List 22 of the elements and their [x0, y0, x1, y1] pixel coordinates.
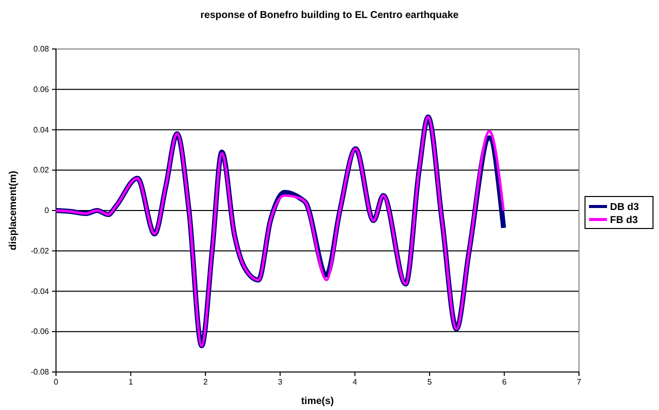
x-tick-label: 7: [576, 378, 582, 387]
x-tick-label: 3: [278, 378, 283, 387]
chart-title: response of Bonefro building to EL Centro earthquake: [200, 10, 460, 21]
x-tick-label: 6: [502, 378, 508, 387]
y-tick-label: -0.02: [30, 246, 50, 256]
y-tick-label: 0.02: [33, 166, 50, 175]
y-tick-label: -0.06: [30, 327, 50, 336]
y-axis-title: displacement(m): [8, 170, 19, 250]
x-axis-title: time(s): [301, 396, 334, 407]
y-tick-label: -0.08: [30, 368, 50, 377]
x-tick-label: 2: [203, 378, 208, 387]
y-tick-label: 0.08: [33, 44, 50, 54]
x-tick-label: 0: [54, 378, 59, 387]
y-tick-label: -0.04: [30, 286, 50, 296]
y-tick-label: 0: [44, 206, 50, 216]
x-tick-label: 4: [352, 378, 358, 387]
x-tick-label: 5: [427, 378, 432, 387]
legend-label: DB d3: [610, 202, 640, 213]
x-tick-label: 1: [128, 378, 134, 387]
legend-label: FB d3: [610, 215, 638, 226]
y-tick-label: 0.06: [33, 84, 50, 94]
y-tick-label: 0.04: [33, 125, 50, 134]
